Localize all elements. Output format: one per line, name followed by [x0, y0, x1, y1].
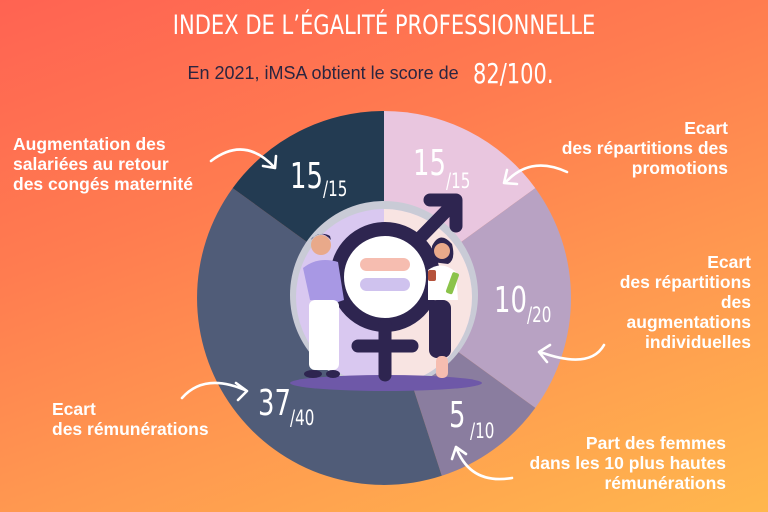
label-line: Ecart [52, 399, 96, 419]
male-symbol-icon [411, 193, 463, 247]
man-figure-icon [303, 233, 344, 378]
arrow-augmentations-icon [537, 343, 606, 364]
label-line: des rémunérations [52, 419, 209, 439]
label-line: salariées au retour [13, 154, 169, 174]
score-remunerations-value: 37 [258, 383, 291, 424]
score-conges-max: /15 [323, 178, 347, 202]
label-line: Ecart [684, 118, 728, 138]
score-top10-value: 5 [449, 395, 465, 436]
label-line: des [720, 292, 751, 312]
label-line: promotions [631, 158, 728, 178]
arrow-conges-icon [209, 148, 278, 170]
woman-figure-icon [428, 237, 459, 378]
arrow-remunerations-icon [180, 381, 249, 402]
label-line: dans les 10 plus hautes [529, 453, 726, 473]
total-score: 82/100. [473, 57, 554, 90]
score-augmentations-value: 10 [494, 280, 527, 321]
arrow-top10-icon [450, 445, 514, 481]
label-promotions: Ecart des répartitions des promotions [562, 118, 728, 178]
score-remunerations-max: /40 [290, 407, 314, 431]
label-line: des répartitions des [561, 138, 728, 158]
label-line: Augmentation des [13, 134, 166, 154]
label-line: Ecart [707, 252, 751, 272]
label-line: des congés maternité [13, 174, 193, 194]
arrow-promotions-icon [502, 164, 569, 186]
label-conges: Augmentation des salariées au retour des… [13, 134, 193, 194]
label-top10: Part des femmes dans les 10 plus hautes … [530, 433, 726, 493]
subtitle-lead: En 2021, iMSA obtient le score de [187, 63, 459, 83]
label-augmentations: Ecart des répartitions des augmentations… [620, 252, 751, 352]
label-line: Part des femmes [585, 433, 726, 453]
score-promotions-value: 15 [413, 143, 446, 184]
label-line: individuelles [645, 332, 751, 352]
label-remunerations: Ecart des rémunérations [52, 399, 209, 439]
label-line: rémunérations [604, 473, 726, 493]
score-augmentations-max: /20 [527, 304, 551, 328]
equals-sign-icon [360, 258, 410, 271]
label-line: des répartitions [619, 272, 751, 292]
score-conges-value: 15 [290, 156, 323, 197]
score-promotions-max: /15 [446, 170, 470, 194]
subtitle: En 2021, iMSA obtient le score de 82/100… [0, 57, 768, 90]
label-line: augmentations [626, 312, 751, 332]
score-top10-max: /10 [470, 420, 494, 444]
page-title: INDEX DE L’ÉGALITÉ PROFESSIONNELLE [172, 10, 596, 41]
equality-illustration [290, 193, 482, 391]
